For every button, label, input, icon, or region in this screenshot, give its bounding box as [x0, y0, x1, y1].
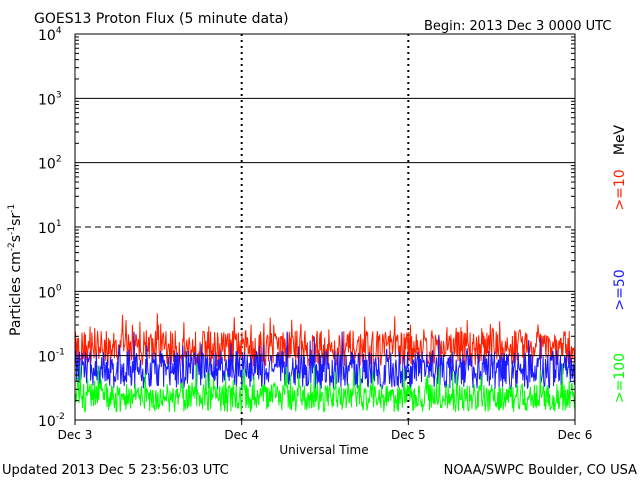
begin-time: Begin: 2013 Dec 3 0000 UTC [424, 19, 611, 34]
y-tick-label: 104 [38, 26, 62, 44]
y-tick-base: 10 [38, 157, 56, 173]
y-tick-exponent: -2 [56, 412, 65, 422]
x-tick-labels: Dec 3 Dec 4 Dec 5 Dec 6 [58, 420, 593, 442]
y-axis-label-mid2: sr [8, 213, 24, 226]
y-tick-exponent: 3 [56, 90, 62, 100]
legend-entry: >=100 [612, 353, 628, 403]
y-tick-label: 102 [38, 155, 62, 173]
y-axis-label-sup3: -1 [7, 204, 17, 213]
grid-lines [75, 34, 575, 420]
x-axis-label: Universal Time [279, 443, 368, 457]
y-axis-label-base: Particles cm [8, 251, 24, 336]
legend: >=10 >=50 >=100 [612, 169, 628, 403]
y-axis-label-mid1: s [8, 235, 24, 242]
y-axis-label-sup1: -2 [7, 242, 17, 251]
series-layer [74, 313, 576, 413]
y-tick-exponent: 2 [56, 155, 62, 165]
legend-entry: >=10 [612, 169, 628, 210]
y-tick-label: 103 [38, 90, 62, 108]
y-tick-base: 10 [38, 92, 56, 108]
x-tick-label: Dec 6 [558, 428, 593, 442]
y-tick-base: 10 [38, 414, 56, 430]
y-tick-label: 100 [38, 283, 62, 301]
series-line [74, 331, 576, 390]
y-tick-exponent: 1 [56, 219, 62, 229]
y-axis-label-sup2: -1 [7, 226, 17, 235]
legend-unit-label: MeV [612, 124, 628, 155]
y-tick-label: 101 [38, 219, 62, 237]
series-line [74, 364, 576, 413]
y-tick-base: 10 [38, 221, 56, 237]
y-tick-exponent: 0 [56, 283, 62, 293]
chart-title: GOES13 Proton Flux (5 minute data) [34, 11, 289, 27]
updated-timestamp: Updated 2013 Dec 5 23:56:03 UTC [2, 463, 229, 478]
x-tick-label: Dec 5 [391, 428, 426, 442]
y-axis-label: Particles cm-2s-1sr-1 [7, 204, 24, 336]
plot-border [74, 33, 576, 421]
x-tick-label: Dec 3 [58, 428, 93, 442]
source-credit: NOAA/SWPC Boulder, CO USA [444, 463, 637, 478]
y-tick-label: 10-1 [38, 348, 65, 366]
y-tick-base: 10 [38, 285, 56, 301]
x-tick-label: Dec 4 [224, 428, 259, 442]
y-tick-base: 10 [38, 28, 56, 44]
y-tick-exponent: -1 [56, 348, 65, 358]
legend-entry: >=50 [612, 269, 628, 310]
y-tick-exponent: 4 [56, 26, 62, 36]
y-tick-label: 10-2 [38, 412, 65, 430]
y-tick-base: 10 [38, 350, 56, 366]
plot-frame [74, 33, 576, 421]
